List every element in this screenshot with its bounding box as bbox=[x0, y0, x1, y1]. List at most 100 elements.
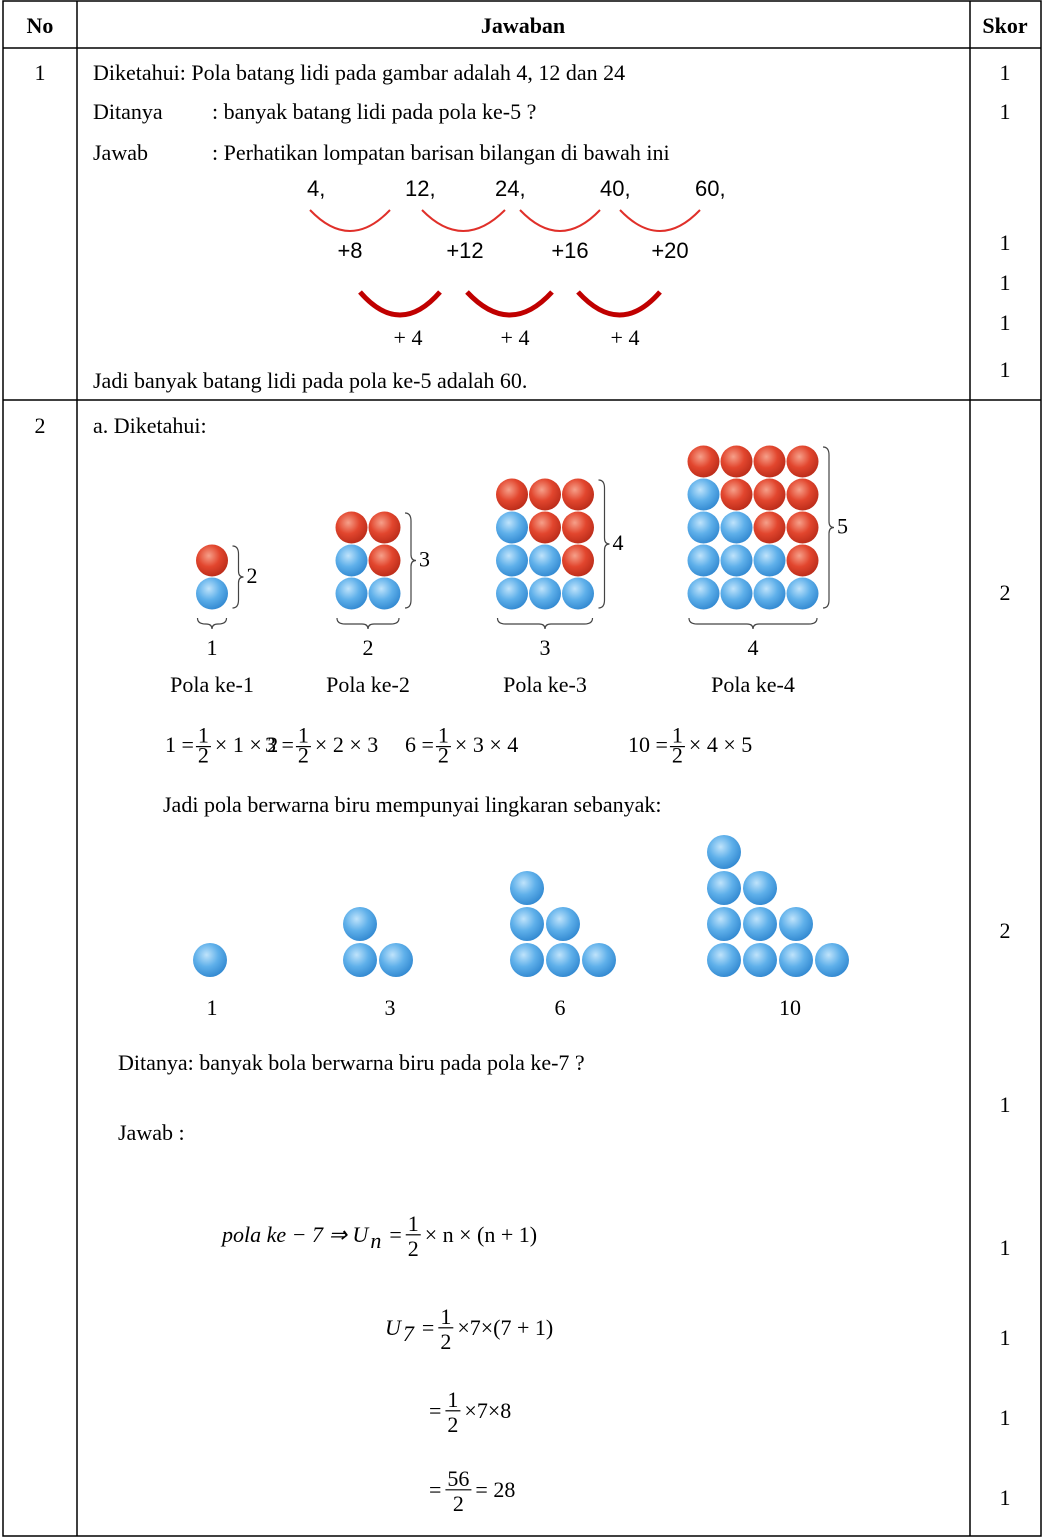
score: 1 bbox=[1000, 1405, 1011, 1430]
blue-ball bbox=[529, 544, 561, 577]
math-rhs: × n × (n + 1) bbox=[425, 1222, 537, 1247]
blue-ball bbox=[335, 544, 368, 577]
width-brace bbox=[688, 617, 818, 630]
second-difference: + 4 bbox=[394, 325, 423, 350]
red-ball bbox=[786, 511, 819, 544]
red-ball bbox=[529, 511, 561, 544]
math-lhs: 3 = bbox=[265, 732, 294, 757]
blue-ball bbox=[496, 577, 528, 610]
score: 1 bbox=[1000, 230, 1011, 255]
math-sub: 7 bbox=[403, 1321, 415, 1346]
blue-ball bbox=[815, 943, 849, 977]
score: 1 bbox=[1000, 357, 1011, 382]
math-rhs: × 3 × 4 bbox=[455, 732, 518, 757]
sequence-term: 24, bbox=[495, 176, 526, 201]
red-ball bbox=[368, 544, 401, 577]
blue-ball bbox=[510, 907, 544, 941]
blue-count: 10 bbox=[779, 995, 801, 1020]
blue-ball bbox=[687, 544, 720, 577]
blue-count: 6 bbox=[555, 995, 566, 1020]
width-brace bbox=[496, 617, 594, 630]
width-brace bbox=[336, 617, 400, 630]
height-brace bbox=[232, 545, 244, 609]
blue-ball bbox=[707, 943, 741, 977]
score: 1 bbox=[1000, 1325, 1011, 1350]
blue-intro: Jadi pola berwarna biru mempunyai lingka… bbox=[163, 792, 662, 817]
fraction-numerator: 1 bbox=[408, 1211, 419, 1236]
score: 1 bbox=[1000, 1235, 1011, 1260]
fraction-denominator: 2 bbox=[440, 1329, 451, 1354]
math-lhs: 6 = bbox=[405, 732, 434, 757]
math-rhs: × 4 × 5 bbox=[689, 732, 752, 757]
asked: Ditanya: banyak bola berwarna biru pada … bbox=[118, 1050, 585, 1075]
second-difference: + 4 bbox=[501, 325, 530, 350]
blue-ball bbox=[720, 544, 753, 577]
fraction-denominator: 2 bbox=[672, 742, 683, 767]
pattern-width: 4 bbox=[748, 635, 759, 660]
pattern-width: 1 bbox=[207, 635, 218, 660]
blue-ball bbox=[196, 577, 228, 610]
score: 1 bbox=[1000, 310, 1011, 335]
red-ball bbox=[786, 544, 819, 577]
fraction-numerator: 1 bbox=[447, 1387, 458, 1412]
fraction-denominator: 2 bbox=[198, 742, 209, 767]
red-ball bbox=[786, 445, 819, 478]
math-lhs: U bbox=[385, 1315, 403, 1340]
math-eq: = bbox=[422, 1315, 434, 1340]
math-lhs: pola ke − 7 ⇒ U bbox=[220, 1222, 370, 1247]
pattern-width: 3 bbox=[540, 635, 551, 660]
math-rhs: × 1 × 2 bbox=[215, 732, 278, 757]
blue-ball bbox=[743, 943, 777, 977]
score: 1 bbox=[1000, 1485, 1011, 1510]
blue-ball bbox=[335, 577, 368, 610]
math-sub: n bbox=[370, 1228, 381, 1253]
height-brace bbox=[822, 446, 835, 609]
fraction-denominator: 2 bbox=[447, 1412, 458, 1437]
math-rhs: ×7×(7 + 1) bbox=[457, 1315, 553, 1340]
red-ball bbox=[562, 511, 594, 544]
answer: : Perhatikan lompatan barisan bilangan d… bbox=[212, 140, 670, 165]
red-ball bbox=[562, 544, 594, 577]
second-difference: + 4 bbox=[611, 325, 640, 350]
blue-count: 1 bbox=[207, 995, 218, 1020]
difference: +12 bbox=[446, 238, 483, 263]
blue-ball bbox=[707, 907, 741, 941]
width-brace bbox=[196, 617, 228, 630]
pattern-caption: Pola ke-2 bbox=[326, 672, 410, 697]
math-eq: = bbox=[429, 1398, 441, 1423]
blue-ball bbox=[529, 577, 561, 610]
pattern-height: 2 bbox=[247, 563, 258, 588]
blue-ball bbox=[743, 907, 777, 941]
blue-ball bbox=[720, 511, 753, 544]
asked: : banyak batang lidi pada pola ke-5 ? bbox=[212, 99, 536, 124]
blue-ball bbox=[743, 871, 777, 905]
red-ball bbox=[720, 445, 753, 478]
pattern-caption: Pola ke-4 bbox=[711, 672, 795, 697]
fraction-numerator: 1 bbox=[672, 723, 683, 748]
fraction-numerator: 1 bbox=[298, 723, 309, 748]
blue-ball bbox=[687, 478, 720, 511]
score: 1 bbox=[1000, 1092, 1011, 1117]
pattern-width: 2 bbox=[363, 635, 374, 660]
score: 2 bbox=[1000, 580, 1011, 605]
red-ball bbox=[753, 445, 786, 478]
blue-ball bbox=[546, 943, 580, 977]
blue-ball bbox=[786, 577, 819, 610]
fraction-denominator: 2 bbox=[453, 1491, 464, 1516]
sequence-arcs bbox=[309, 209, 701, 318]
blue-ball bbox=[779, 943, 813, 977]
red-ball bbox=[687, 445, 720, 478]
blue-ball bbox=[753, 544, 786, 577]
math-eq: = bbox=[389, 1222, 401, 1247]
conclusion: Jadi banyak batang lidi pada pola ke-5 a… bbox=[93, 368, 527, 393]
blue-ball bbox=[562, 577, 594, 610]
fraction-numerator: 1 bbox=[438, 723, 449, 748]
blue-ball bbox=[193, 943, 227, 977]
blue-ball bbox=[779, 907, 813, 941]
blue-ball bbox=[510, 871, 544, 905]
known: a. Diketahui: bbox=[93, 413, 207, 438]
fraction-denominator: 2 bbox=[438, 742, 449, 767]
math-lhs: 1 = bbox=[165, 732, 194, 757]
red-ball bbox=[786, 478, 819, 511]
